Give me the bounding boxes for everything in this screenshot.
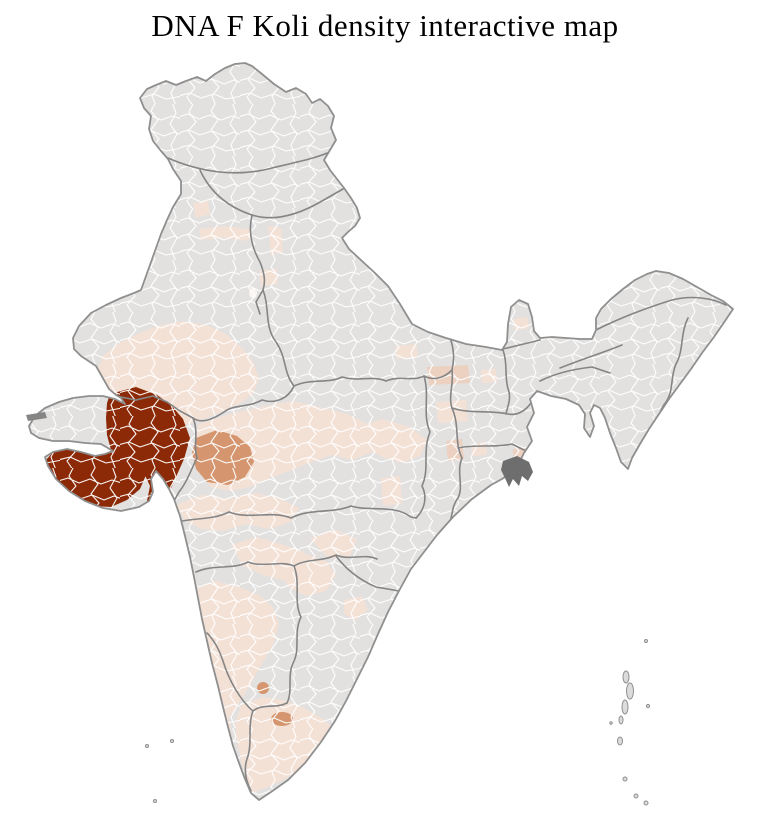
nicobar-island[interactable] bbox=[633, 793, 639, 799]
page-title: DNA F Koli density interactive map bbox=[151, 8, 619, 43]
kutch-offshore-islands[interactable] bbox=[26, 412, 47, 421]
nicobar-island[interactable] bbox=[622, 776, 628, 782]
state-border-line bbox=[192, 289, 295, 422]
state-border-line bbox=[539, 366, 611, 382]
region-north-konkan-strip[interactable] bbox=[156, 509, 177, 553]
state-border-line bbox=[166, 505, 417, 527]
andaman-island[interactable] bbox=[618, 715, 624, 725]
sundarbans-delta-hatch bbox=[501, 456, 533, 487]
state-border-line bbox=[286, 565, 302, 704]
state-border-line bbox=[559, 344, 623, 369]
state-border-line bbox=[167, 150, 333, 174]
andaman-island[interactable] bbox=[621, 699, 629, 715]
state-border-line bbox=[595, 296, 727, 331]
nicobar-island[interactable] bbox=[643, 800, 649, 806]
andaman-island[interactable] bbox=[626, 682, 634, 700]
state-border-line bbox=[255, 289, 264, 315]
district-mesh-overlay bbox=[29, 63, 733, 800]
india-coast-outline bbox=[28, 62, 734, 801]
state-border-line bbox=[335, 555, 400, 592]
lakshadweep-speck[interactable] bbox=[145, 744, 149, 748]
andaman-island[interactable] bbox=[622, 670, 630, 684]
andaman-island[interactable] bbox=[609, 721, 613, 725]
lakshadweep-speck[interactable] bbox=[153, 799, 157, 803]
state-border-line bbox=[249, 214, 266, 291]
state-border-line bbox=[502, 349, 511, 415]
state-border-line bbox=[502, 339, 541, 350]
state-border-line bbox=[457, 443, 529, 453]
state-border-line bbox=[451, 402, 532, 416]
andaman-island[interactable] bbox=[646, 704, 650, 708]
andaman-island[interactable] bbox=[644, 639, 648, 643]
nicobar-island[interactable] bbox=[617, 736, 623, 746]
state-border-line bbox=[115, 395, 194, 419]
lakshadweep-speck[interactable] bbox=[170, 739, 174, 743]
state-border-line bbox=[415, 375, 431, 519]
state-border-line bbox=[206, 632, 288, 792]
state-border-line bbox=[293, 369, 453, 387]
island-group bbox=[145, 639, 650, 806]
